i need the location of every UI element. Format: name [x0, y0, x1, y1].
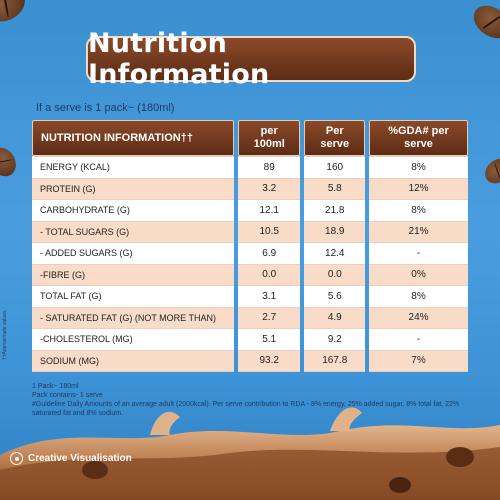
per-100ml-value: 89	[238, 156, 301, 178]
coffee-bean-decoration	[82, 461, 108, 479]
per-serve-value: 18.9	[304, 220, 366, 242]
header-gda-per-serve: %GDA# per serve	[369, 120, 468, 156]
table-row: -FIBRE (G) 0.0 0.0 0%	[32, 263, 468, 285]
row-label: TOTAL FAT (G)	[32, 285, 234, 307]
per-100ml-value: 93.2	[238, 349, 301, 372]
coffee-bean-decoration	[389, 477, 411, 493]
per-serve-value: 4.9	[304, 306, 366, 328]
per-serve-value: 0.0	[304, 263, 366, 285]
per-100ml-value: 2.7	[238, 306, 301, 328]
coffee-bean-decoration	[480, 153, 500, 189]
coffee-splash-decoration	[0, 407, 500, 500]
coffee-bean-decoration	[0, 0, 31, 28]
per-100ml-value: 0.0	[238, 263, 301, 285]
table-row: - ADDED SUGARS (G) 6.9 12.4 -	[32, 242, 468, 264]
approximate-values-note: ††Approximate values	[2, 310, 8, 360]
gda-value: -	[369, 242, 468, 264]
gda-value: -	[369, 328, 468, 350]
per-serve-value: 9.2	[304, 328, 366, 350]
row-label: ENERGY (KCAL)	[32, 156, 234, 178]
row-label: -FIBRE (G)	[32, 263, 234, 285]
footnotes: 1 Pack~ 180ml Pack contains- 1 serve #Gu…	[32, 382, 472, 418]
footnote-pack-size: 1 Pack~ 180ml	[32, 383, 79, 390]
per-100ml-value: 10.5	[238, 220, 301, 242]
per-serve-value: 5.8	[304, 177, 366, 199]
coffee-bean-decoration	[0, 143, 21, 181]
header-per-100ml: per 100ml	[238, 120, 301, 156]
gda-value: 7%	[369, 349, 468, 372]
footnote-gda: #Guideline Daily Amounts of an average a…	[32, 401, 460, 417]
camera-lens-icon	[10, 452, 23, 465]
row-label: - SATURATED FAT (G) (NOT MORE THAN)	[32, 306, 234, 328]
table-header-row: NUTRITION INFORMATION†† per 100ml Per se…	[32, 120, 468, 156]
row-label: SODIUM (MG)	[32, 349, 234, 372]
gda-value: 8%	[369, 285, 468, 307]
per-serve-value: 12.4	[304, 242, 366, 264]
creative-visualisation-label: Creative Visualisation	[10, 452, 132, 465]
title-banner: Nutrition Information	[86, 28, 416, 90]
per-100ml-value: 12.1	[238, 199, 301, 221]
per-100ml-value: 3.1	[238, 285, 301, 307]
row-label: -CHOLESTEROL (MG)	[32, 328, 234, 350]
gda-value: 0%	[369, 263, 468, 285]
footnote-pack-contents: Pack contains- 1 serve	[32, 392, 103, 399]
gda-value: 24%	[369, 306, 468, 328]
row-label: CARBOHYDRATE (G)	[32, 199, 234, 221]
coffee-bean-decoration	[467, 0, 500, 45]
per-serve-value: 160	[304, 156, 366, 178]
header-per-serve: Per serve	[304, 120, 366, 156]
table-row: CARBOHYDRATE (G) 12.1 21.8 8%	[32, 199, 468, 221]
coffee-bean-decoration	[446, 447, 474, 467]
per-serve-value: 5.6	[304, 285, 366, 307]
table-row: -CHOLESTEROL (MG) 5.1 9.2 -	[32, 328, 468, 350]
per-serve-value: 167.8	[304, 349, 366, 372]
table-row: - SATURATED FAT (G) (NOT MORE THAN) 2.7 …	[32, 306, 468, 328]
gda-value: 8%	[369, 199, 468, 221]
row-label: - ADDED SUGARS (G)	[32, 242, 234, 264]
serve-note: If a serve is 1 pack~ (180ml)	[36, 102, 175, 114]
table-row: ENERGY (KCAL) 89 160 8%	[32, 156, 468, 178]
table-row: TOTAL FAT (G) 3.1 5.6 8%	[32, 285, 468, 307]
row-label: - TOTAL SUGARS (G)	[32, 220, 234, 242]
gda-value: 12%	[369, 177, 468, 199]
gda-value: 8%	[369, 156, 468, 178]
per-100ml-value: 5.1	[238, 328, 301, 350]
table-row: SODIUM (MG) 93.2 167.8 7%	[32, 349, 468, 372]
per-100ml-value: 3.2	[238, 177, 301, 199]
creative-visualisation-text: Creative Visualisation	[28, 453, 132, 464]
nutrition-table: NUTRITION INFORMATION†† per 100ml Per se…	[28, 120, 472, 372]
table-row: PROTEIN (G) 3.2 5.8 12%	[32, 177, 468, 199]
per-100ml-value: 6.9	[238, 242, 301, 264]
page-title: Nutrition Information	[88, 28, 270, 90]
header-nutrition-information: NUTRITION INFORMATION††	[32, 120, 234, 156]
per-serve-value: 21.8	[304, 199, 366, 221]
gda-value: 21%	[369, 220, 468, 242]
row-label: PROTEIN (G)	[32, 177, 234, 199]
table-row: - TOTAL SUGARS (G) 10.5 18.9 21%	[32, 220, 468, 242]
